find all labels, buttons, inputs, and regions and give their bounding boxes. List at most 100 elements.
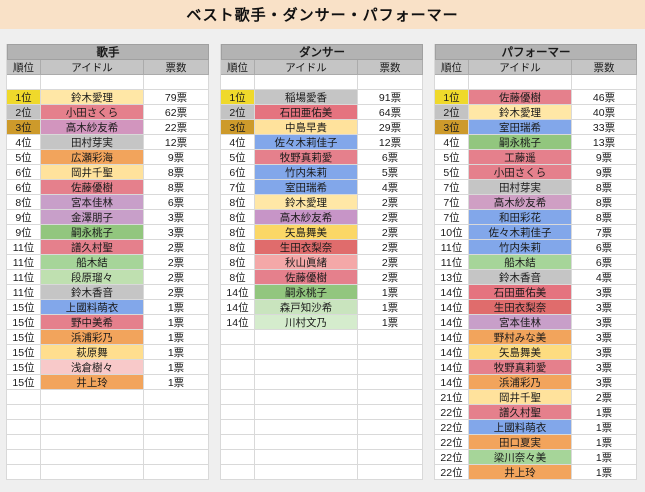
rank-cell[interactable]: 11位	[435, 240, 469, 255]
rank-cell[interactable]: 22位	[435, 465, 469, 480]
votes-cell[interactable]	[358, 330, 423, 345]
votes-cell[interactable]	[144, 435, 209, 450]
rank-cell[interactable]	[221, 405, 255, 420]
idol-cell[interactable]: 井上玲	[469, 465, 572, 480]
rank-cell[interactable]: 7位	[435, 210, 469, 225]
idol-cell[interactable]	[41, 450, 144, 465]
votes-cell[interactable]	[358, 435, 423, 450]
idol-cell[interactable]	[255, 465, 358, 480]
votes-cell[interactable]: 3票	[572, 285, 637, 300]
rank-cell[interactable]: 5位	[7, 150, 41, 165]
rank-cell[interactable]: 8位	[221, 195, 255, 210]
rank-cell[interactable]: 11位	[7, 240, 41, 255]
rank-cell[interactable]: 6位	[7, 180, 41, 195]
idol-cell[interactable]: 高木紗友希	[469, 195, 572, 210]
idol-cell[interactable]: 稲場愛香	[255, 90, 358, 105]
rank-cell[interactable]: 14位	[435, 300, 469, 315]
votes-cell[interactable]: 7票	[572, 225, 637, 240]
rank-column-header[interactable]: 順位	[7, 60, 41, 75]
idol-cell[interactable]: 竹内朱莉	[255, 165, 358, 180]
votes-cell[interactable]	[144, 405, 209, 420]
idol-cell[interactable]: 牧野真莉愛	[469, 360, 572, 375]
rank-cell[interactable]: 22位	[435, 450, 469, 465]
rank-cell[interactable]: 11位	[7, 285, 41, 300]
idol-cell[interactable]: 上國料萌衣	[41, 300, 144, 315]
votes-cell[interactable]: 29票	[358, 120, 423, 135]
idol-column-header[interactable]: アイドル	[255, 60, 358, 75]
votes-cell[interactable]: 1票	[572, 465, 637, 480]
rank-cell[interactable]: 6位	[221, 165, 255, 180]
rank-cell[interactable]	[221, 75, 255, 90]
idol-cell[interactable]: 小田さくら	[469, 165, 572, 180]
rank-cell[interactable]: 14位	[435, 330, 469, 345]
rank-cell[interactable]	[221, 435, 255, 450]
rank-cell[interactable]: 8位	[221, 210, 255, 225]
rank-column-header[interactable]: 順位	[221, 60, 255, 75]
votes-cell[interactable]: 4票	[358, 180, 423, 195]
idol-cell[interactable]: 牧野真莉愛	[255, 150, 358, 165]
rank-cell[interactable]: 5位	[435, 165, 469, 180]
votes-cell[interactable]: 3票	[144, 210, 209, 225]
rank-cell[interactable]: 2位	[435, 105, 469, 120]
votes-cell[interactable]: 2票	[358, 270, 423, 285]
votes-cell[interactable]: 6票	[572, 240, 637, 255]
votes-cell[interactable]: 1票	[572, 420, 637, 435]
rank-cell[interactable]	[221, 345, 255, 360]
idol-cell[interactable]	[255, 345, 358, 360]
rank-cell[interactable]: 14位	[435, 315, 469, 330]
idol-cell[interactable]: 矢島舞美	[469, 345, 572, 360]
idol-cell[interactable]: 嗣永桃子	[469, 135, 572, 150]
rank-cell[interactable]: 1位	[221, 90, 255, 105]
rank-cell[interactable]: 8位	[221, 270, 255, 285]
votes-cell[interactable]: 2票	[358, 210, 423, 225]
idol-cell[interactable]	[255, 360, 358, 375]
idol-cell[interactable]: 小田さくら	[41, 105, 144, 120]
rank-cell[interactable]: 8位	[7, 195, 41, 210]
idol-cell[interactable]: 譜久村聖	[469, 405, 572, 420]
rank-cell[interactable]	[221, 360, 255, 375]
votes-cell[interactable]: 1票	[144, 345, 209, 360]
votes-column-header[interactable]: 票数	[144, 60, 209, 75]
idol-cell[interactable]: 佐藤優樹	[41, 180, 144, 195]
rank-cell[interactable]: 22位	[435, 405, 469, 420]
votes-cell[interactable]: 2票	[144, 285, 209, 300]
rank-column-header[interactable]: 順位	[435, 60, 469, 75]
idol-cell[interactable]: 鈴木愛理	[41, 90, 144, 105]
idol-cell[interactable]: 生田衣梨奈	[469, 300, 572, 315]
idol-cell[interactable]: 鈴木香音	[41, 285, 144, 300]
votes-cell[interactable]: 1票	[572, 450, 637, 465]
votes-cell[interactable]: 64票	[358, 105, 423, 120]
rank-cell[interactable]: 2位	[7, 105, 41, 120]
rank-cell[interactable]: 7位	[435, 180, 469, 195]
rank-cell[interactable]: 22位	[435, 435, 469, 450]
idol-column-header[interactable]: アイドル	[41, 60, 144, 75]
idol-cell[interactable]: 秋山眞緒	[255, 255, 358, 270]
rank-cell[interactable]	[435, 75, 469, 90]
idol-cell[interactable]: 和田彩花	[469, 210, 572, 225]
votes-cell[interactable]: 5票	[358, 165, 423, 180]
idol-cell[interactable]: 森戸知沙希	[255, 300, 358, 315]
votes-cell[interactable]	[144, 390, 209, 405]
rank-cell[interactable]: 9位	[7, 225, 41, 240]
idol-cell[interactable]: 岡井千聖	[469, 390, 572, 405]
idol-cell[interactable]: 佐々木莉佳子	[255, 135, 358, 150]
rank-cell[interactable]: 2位	[221, 105, 255, 120]
votes-cell[interactable]: 33票	[572, 120, 637, 135]
votes-cell[interactable]: 1票	[144, 300, 209, 315]
idol-cell[interactable]: 生田衣梨奈	[255, 240, 358, 255]
rank-cell[interactable]: 14位	[221, 300, 255, 315]
votes-cell[interactable]: 9票	[572, 165, 637, 180]
idol-cell[interactable]	[255, 405, 358, 420]
idol-cell[interactable]: 田村芽実	[469, 180, 572, 195]
rank-cell[interactable]: 13位	[435, 270, 469, 285]
rank-cell[interactable]	[7, 420, 41, 435]
votes-cell[interactable]	[144, 450, 209, 465]
idol-cell[interactable]	[41, 390, 144, 405]
rank-cell[interactable]	[221, 390, 255, 405]
votes-column-header[interactable]: 票数	[358, 60, 423, 75]
votes-cell[interactable]: 1票	[144, 315, 209, 330]
votes-cell[interactable]: 1票	[144, 375, 209, 390]
rank-cell[interactable]	[221, 465, 255, 480]
idol-cell[interactable]: 段原瑠々	[41, 270, 144, 285]
votes-cell[interactable]	[358, 360, 423, 375]
